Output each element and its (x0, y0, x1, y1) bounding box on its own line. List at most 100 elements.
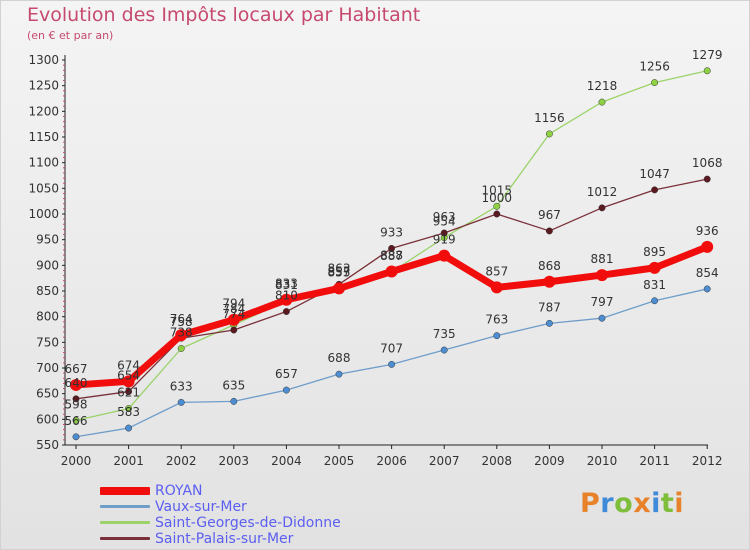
logo-letter: t (660, 488, 675, 519)
data-label-1: 797 (591, 295, 614, 309)
data-point-1 (125, 424, 133, 432)
x-tick-label: 2011 (639, 454, 670, 468)
data-point-1 (493, 332, 501, 340)
data-point-2 (125, 405, 133, 413)
data-point-3 (545, 227, 553, 235)
data-label-0: 881 (591, 252, 614, 266)
data-label-0: 833 (275, 277, 298, 291)
y-tick-label: 800 (36, 310, 59, 324)
data-label-3: 654 (117, 369, 140, 383)
data-point-3 (440, 229, 448, 237)
data-point-0 (543, 275, 556, 288)
data-point-2 (598, 98, 606, 106)
y-tick-label: 1300 (28, 53, 59, 67)
data-label-0: 868 (538, 259, 561, 273)
data-label-3: 1000 (482, 191, 513, 205)
x-tick-label: 2005 (324, 454, 355, 468)
y-tick-label: 1150 (28, 130, 59, 144)
data-point-1 (598, 314, 606, 322)
data-point-3 (388, 244, 396, 252)
y-tick-label: 1000 (28, 207, 59, 221)
data-label-1: 635 (222, 378, 245, 392)
legend-label-vaux: Vaux-sur-Mer (155, 499, 247, 515)
data-label-3: 640 (65, 376, 88, 390)
data-label-1: 688 (328, 351, 351, 365)
data-point-3 (493, 210, 501, 218)
y-tick-label: 1250 (28, 79, 59, 93)
data-point-3 (230, 326, 238, 334)
data-point-1 (72, 433, 80, 441)
data-label-2: 784 (222, 302, 245, 316)
data-label-3: 758 (170, 315, 193, 329)
data-label-0: 674 (117, 358, 140, 372)
data-label-3: 1012 (587, 185, 618, 199)
legend-label-royan: ROYAN (155, 483, 203, 499)
logo-letter: x (633, 488, 652, 519)
logo-letter: i (674, 488, 685, 519)
data-label-1: 735 (433, 327, 456, 341)
logo-letter: o (614, 488, 634, 519)
data-point-1 (282, 386, 290, 394)
y-tick-label: 1200 (28, 104, 59, 118)
y-tick-label: 650 (36, 387, 59, 401)
data-label-3: 863 (328, 261, 351, 275)
legend-swatch-saint-palais (100, 537, 150, 540)
chart-subtitle: (en € et par an) (27, 29, 114, 42)
data-point-0 (227, 313, 240, 326)
chart-title: Evolution des Impôts locaux par Habitant (27, 4, 421, 26)
data-point-1 (335, 370, 343, 378)
data-label-0: 794 (222, 297, 245, 311)
data-point-3 (598, 204, 606, 212)
data-label-1: 787 (538, 300, 561, 314)
data-point-0 (175, 329, 188, 342)
y-tick-label: 900 (36, 258, 59, 272)
data-label-2: 1218 (587, 79, 618, 93)
x-tick-label: 2002 (166, 454, 197, 468)
data-label-1: 633 (170, 379, 193, 393)
data-point-2 (72, 416, 80, 424)
legend-swatch-royan (100, 487, 150, 495)
y-tick-label: 1100 (28, 156, 59, 170)
proxiti-logo: Proxiti (580, 488, 684, 519)
data-point-0 (333, 282, 345, 295)
data-point-0 (280, 293, 293, 306)
data-point-1 (545, 319, 553, 327)
data-point-0 (596, 269, 608, 282)
data-label-2: 857 (328, 264, 351, 278)
data-point-2 (703, 67, 711, 75)
data-label-2: 738 (170, 325, 193, 339)
data-label-3: 1068 (692, 156, 723, 170)
data-point-0 (122, 375, 135, 388)
data-point-2 (493, 202, 501, 210)
logo-letter: r (600, 488, 615, 519)
x-tick-label: 2006 (376, 454, 407, 468)
logo-letter: P (580, 488, 601, 519)
x-tick-label: 2009 (534, 454, 565, 468)
data-label-2: 1279 (692, 48, 723, 62)
y-tick-label: 1050 (28, 181, 59, 195)
data-point-1 (651, 297, 659, 305)
data-point-0 (701, 240, 714, 253)
data-label-1: 583 (117, 405, 140, 419)
data-point-3 (125, 388, 133, 396)
x-tick-label: 2008 (482, 454, 513, 468)
legend-swatch-saint-georges (100, 521, 150, 524)
data-label-0: 895 (643, 245, 666, 259)
y-tick-label: 850 (36, 284, 59, 298)
data-point-3 (72, 395, 80, 403)
data-label-3: 810 (275, 289, 298, 303)
x-tick-label: 2000 (61, 454, 92, 468)
data-label-2: 621 (117, 386, 140, 400)
data-point-0 (385, 265, 398, 278)
y-tick-label: 700 (36, 361, 59, 375)
y-tick-label: 950 (36, 233, 59, 247)
data-label-2: 831 (275, 278, 298, 292)
data-point-3 (651, 186, 659, 194)
data-label-1: 763 (485, 313, 508, 327)
data-point-3 (282, 308, 290, 315)
data-point-1 (703, 285, 711, 293)
data-label-0: 667 (65, 362, 88, 376)
data-point-1 (230, 397, 238, 405)
data-label-0: 888 (380, 248, 403, 262)
